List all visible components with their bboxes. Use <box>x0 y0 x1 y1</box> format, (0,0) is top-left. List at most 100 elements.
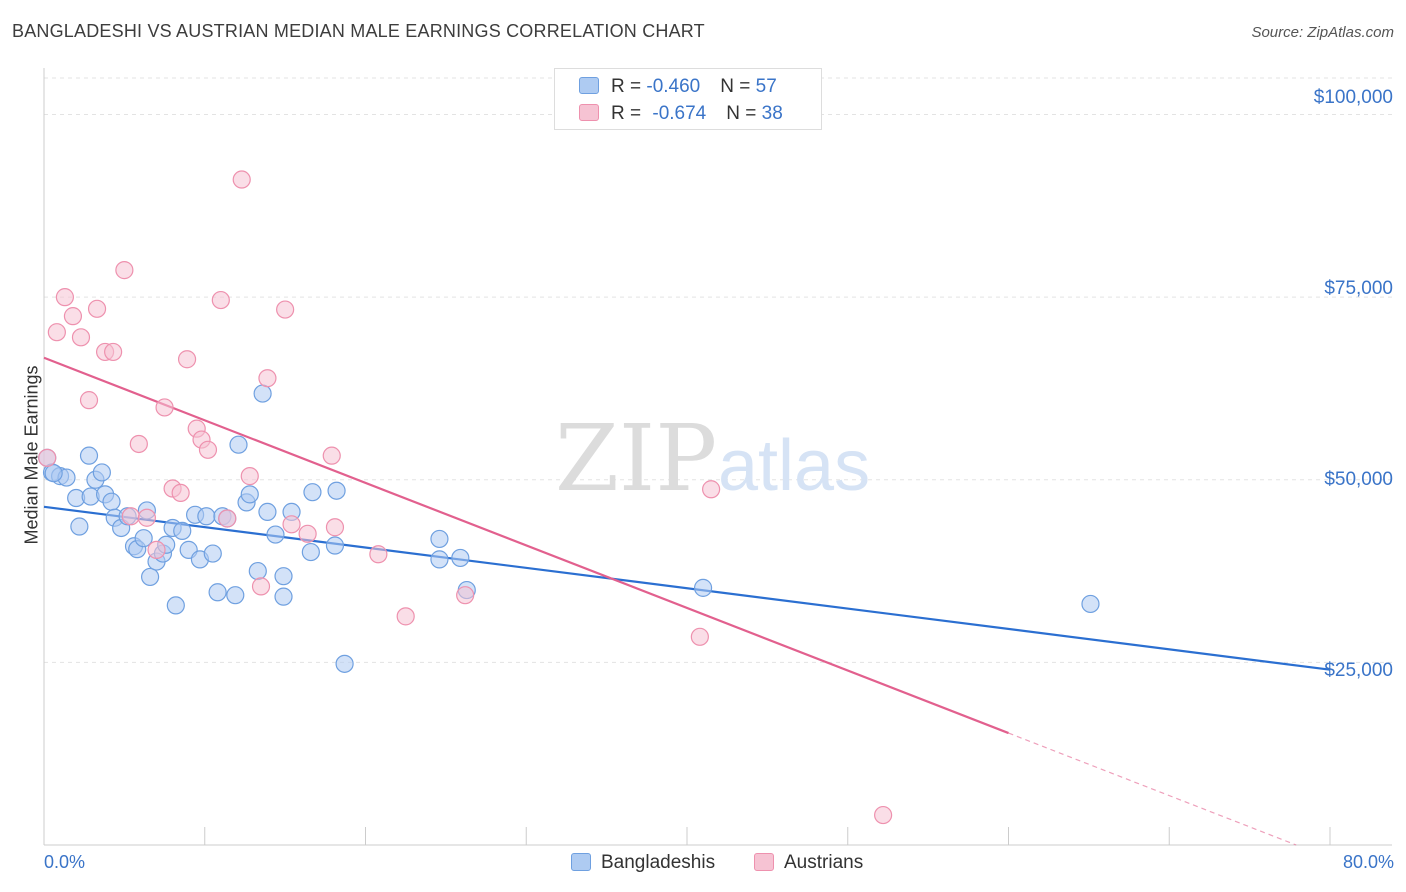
bangladeshi-point-6 <box>79 446 99 465</box>
bangladeshi-point-39 <box>258 502 277 522</box>
data-points <box>38 170 1100 825</box>
watermark: ZIP atlas <box>555 405 870 512</box>
austrian-point-32 <box>369 545 388 564</box>
bangladeshi-point-24 <box>166 596 185 615</box>
bangladeshi-point-29 <box>197 507 216 526</box>
legend-swatch-bangladeshis <box>571 853 591 871</box>
austrian-point-35 <box>690 627 709 646</box>
austrian-trend-line-extension <box>1008 732 1297 846</box>
bangladeshi-point-49 <box>253 384 272 403</box>
austrian-point-23 <box>232 170 251 189</box>
bangladeshi-point-25 <box>173 521 192 540</box>
austrian-point-27 <box>276 300 295 319</box>
bangladeshi-point-37 <box>240 485 259 504</box>
austrian-point-13 <box>147 540 166 559</box>
austrian-point-6 <box>87 299 107 318</box>
austrian-point-30 <box>322 446 341 465</box>
austrian-point-26 <box>258 369 277 388</box>
austrian-point-36 <box>702 480 721 499</box>
legend-row-austrians: R = -0.674 N = 38 <box>579 103 783 125</box>
legend-label-austrians: Austrians <box>784 852 864 873</box>
bangladeshi-point-38 <box>248 561 267 581</box>
bangladeshi-point-11 <box>102 492 121 511</box>
austrian-point-8 <box>104 342 123 362</box>
austrian-point-22 <box>218 509 237 528</box>
austrian-point-5 <box>79 391 99 410</box>
trend-lines <box>43 356 1331 846</box>
bangladeshi-point-52 <box>451 548 470 568</box>
austrian-point-31 <box>325 518 345 537</box>
bangladeshi-point-40 <box>266 525 285 544</box>
legend-label-bangladeshis: Bangladeshis <box>601 852 716 873</box>
y-axis-label: Median Male Earnings <box>21 365 42 545</box>
bangladeshi-point-42 <box>274 587 293 606</box>
bangladeshi-point-56 <box>44 464 63 483</box>
austrian-point-10 <box>121 507 140 526</box>
austrian-trend-line <box>43 356 1009 735</box>
bangladeshi-point-45 <box>303 483 322 502</box>
legend-r-label: R = <box>611 76 647 97</box>
austrian-point-16 <box>171 483 190 503</box>
austrian-point-14 <box>155 398 174 417</box>
legend-n-label: N = <box>726 103 762 124</box>
correlation-legend: R = -0.460 N = 57 R = -0.674 N = 38 <box>554 68 822 130</box>
bangladeshi-point-54 <box>693 578 713 597</box>
legend-r-label: R = <box>611 103 647 124</box>
legend-austrians: Austrians <box>754 852 863 874</box>
austrian-point-25 <box>251 577 271 596</box>
bangladeshi-point-17 <box>134 529 153 548</box>
source-credit: Source: ZipAtlas.com <box>1251 24 1394 41</box>
legend-swatch-austrians <box>754 853 774 871</box>
bangladeshi-point-31 <box>208 583 227 602</box>
austrian-point-4 <box>71 328 91 347</box>
austrian-point-3 <box>63 307 83 326</box>
y-tick-label-50000: $50,000 <box>1324 469 1393 490</box>
bangladeshi-trend-line <box>43 505 1331 671</box>
austrian-point-33 <box>396 607 415 626</box>
austrian-point-9 <box>115 261 134 280</box>
austrian-point-17 <box>177 350 197 369</box>
bangladeshi-point-30 <box>203 544 222 563</box>
bangladeshi-point-41 <box>274 567 293 586</box>
bangladeshi-point-5 <box>70 517 89 536</box>
austrian-point-11 <box>129 434 148 454</box>
legend-r-value: -0.460 <box>646 76 701 97</box>
bangladeshi-point-47 <box>327 481 346 500</box>
austrian-point-29 <box>298 524 317 543</box>
x-tick-label-min: 0.0% <box>44 852 86 872</box>
legend-bangladeshis: Bangladeshis <box>571 852 715 874</box>
austrian-point-28 <box>282 515 301 534</box>
legend-r-value: -0.674 <box>652 103 707 124</box>
y-tick-label-100000: $100,000 <box>1313 87 1393 108</box>
legend-row-bangladeshis: R = -0.460 N = 57 <box>579 76 777 98</box>
austrian-point-34 <box>456 586 475 605</box>
austrian-point-1 <box>47 323 66 342</box>
austrian-point-20 <box>198 440 218 459</box>
austrian-point-0 <box>38 448 57 467</box>
bangladeshi-point-55 <box>1081 594 1100 614</box>
austrian-point-21 <box>211 290 230 310</box>
austrian-point-2 <box>55 288 74 307</box>
chart-title: BANGLADESHI VS AUSTRIAN MEDIAN MALE EARN… <box>12 21 705 41</box>
bangladeshi-point-50 <box>430 529 449 549</box>
x-tick-label-max: 80.0% <box>1342 852 1394 872</box>
gridlines <box>44 77 1392 663</box>
legend-swatch-austrians <box>579 104 599 121</box>
austrian-point-37 <box>874 805 893 825</box>
x-ticks <box>43 827 1331 845</box>
bangladeshi-point-34 <box>226 586 245 605</box>
bangladeshi-point-46 <box>325 536 345 555</box>
watermark-zip: ZIP <box>555 405 717 512</box>
y-tick-label-75000: $75,000 <box>1324 278 1393 299</box>
legend-n-label: N = <box>720 76 756 97</box>
bangladeshi-point-51 <box>430 550 449 569</box>
watermark-atlas: atlas <box>718 426 870 506</box>
legend-n-value: 57 <box>755 76 777 97</box>
bangladeshi-point-48 <box>335 654 354 673</box>
bangladeshi-point-9 <box>92 463 111 482</box>
y-tick-label-25000: $25,000 <box>1324 660 1393 681</box>
bangladeshi-point-44 <box>301 542 320 562</box>
bangladeshi-point-19 <box>140 567 160 587</box>
bangladeshi-point-35 <box>229 435 248 454</box>
